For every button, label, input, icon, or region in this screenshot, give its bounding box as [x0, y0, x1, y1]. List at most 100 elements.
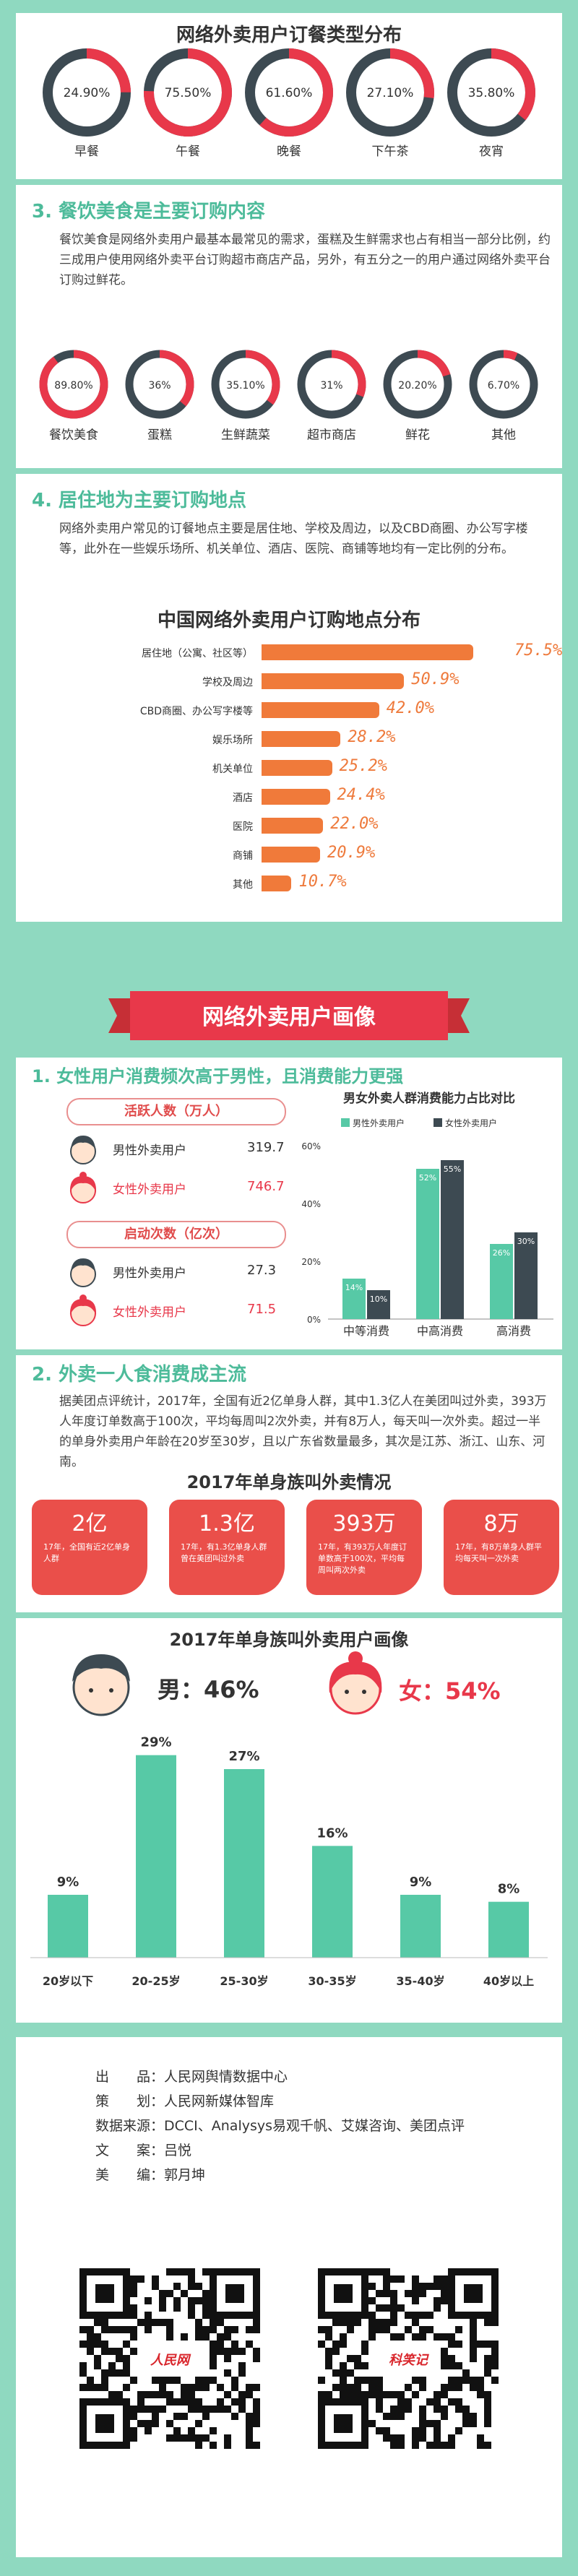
- meal-title: 网络外卖用户订餐类型分布: [176, 25, 402, 46]
- section4-title: 4. 居住地为主要订购地点: [32, 490, 247, 511]
- content-donut-value: 36%: [148, 380, 171, 392]
- content-donut-name: 蛋糕: [147, 428, 172, 443]
- location-bar-value: 10.7%: [298, 873, 347, 891]
- male-avatar-icon: [70, 1258, 96, 1287]
- location-bar-value: 22.0%: [330, 815, 379, 833]
- location-bar-label: 学校及周边: [202, 677, 253, 688]
- content-donut-2: 35.10% 生鲜蔬菜: [211, 350, 280, 443]
- content-donut-value: 31%: [320, 380, 342, 392]
- content-donut-value: 35.10%: [226, 380, 264, 392]
- meal-donut-value: 61.60%: [266, 86, 313, 100]
- gender-y-tick: 40%: [301, 1199, 321, 1209]
- meal-card: 网络外卖用户订餐类型分布 24.90% 早餐 75.50% 午餐 61.60% 晚餐 27.…: [16, 13, 562, 179]
- launch-count-header: 启动次数（亿次）: [66, 1221, 286, 1248]
- content-donut-value: 89.80%: [54, 380, 92, 392]
- content-donut-0: 89.80% 餐饮美食: [39, 350, 108, 443]
- meal-donut-3: 27.10% 下午茶: [346, 48, 434, 159]
- gender-bar-label: 26%: [493, 1248, 510, 1258]
- active-female-value: 746.7: [247, 1179, 285, 1194]
- meal-donut-arc: [346, 48, 434, 137]
- location-bar-label: 酒店: [233, 792, 253, 804]
- location-bar-label: 居住地（公寓、社区等）: [142, 648, 253, 660]
- content-donut-row: 89.80% 餐饮美食 36% 蛋糕 35.10% 生鲜蔬菜 31% 超市商店 20.20% 鲜花…: [39, 350, 538, 443]
- content-donut-arc: [383, 350, 452, 419]
- location-bar: [262, 876, 292, 891]
- location-bar: [262, 702, 379, 718]
- gender-bar-label: 55%: [444, 1164, 461, 1174]
- meal-donut-arc: [245, 48, 333, 137]
- section4-card: 4. 居住地为主要订购地点 网络外卖用户常见的订餐地点主要是居住地、学校及周边，…: [16, 474, 562, 922]
- gender-bar-label: 52%: [419, 1173, 436, 1183]
- meal-donut-name: 午餐: [176, 144, 200, 159]
- meal-donut-value: 27.10%: [367, 86, 414, 100]
- location-bar-value: 50.9%: [411, 670, 460, 688]
- location-bar-value: 75.5%: [514, 641, 563, 660]
- section3-paragraph: 餐饮美食是网络外卖用户最基本最常见的需求，蛋糕及生鲜需求也占有相当一部分比例，约…: [59, 233, 551, 288]
- active-female-label: 女性外卖用户: [113, 1183, 186, 1197]
- meal-donut-4: 35.80% 夜宵: [447, 48, 535, 159]
- gender-bar-female: [367, 1290, 390, 1319]
- gender-bar-label: 14%: [345, 1283, 363, 1292]
- content-donut-name: 其他: [491, 428, 516, 443]
- content-donut-3: 31% 超市商店: [297, 350, 366, 443]
- meal-donut-value: 24.90%: [64, 86, 111, 100]
- gender-y-tick: 0%: [307, 1315, 321, 1325]
- location-bar-value: 28.2%: [348, 728, 396, 746]
- section3-card: 3. 餐饮美食是主要订购内容 餐饮美食是网络外卖用户最基本最常见的需求，蛋糕及生…: [16, 185, 562, 468]
- location-bar: [262, 789, 330, 805]
- content-donut-arc: [125, 350, 194, 419]
- male-avatar-icon: [70, 1136, 96, 1164]
- gender-bar-label: 10%: [370, 1295, 387, 1304]
- launch-male-label: 男性外卖用户: [113, 1266, 186, 1281]
- legend-male-swatch: [341, 1118, 350, 1127]
- active-male-row: 男性外卖用户 319.7: [66, 1133, 319, 1164]
- portrait-card: 1. 女性用户消费频次高于男性，且消费能力更强 活跃人数（万人） 男性外卖用户 …: [16, 1058, 562, 1349]
- content-donut-arc: [297, 350, 366, 419]
- content-donut-arc: [469, 350, 538, 419]
- gender-y-tick: 60%: [301, 1141, 321, 1151]
- location-chart-title: 中国网络外卖用户订购地点分布: [157, 610, 420, 631]
- location-bar: [262, 760, 332, 776]
- location-bar-value: 20.9%: [327, 844, 376, 862]
- location-bar-label: 医院: [233, 821, 253, 833]
- meal-donut-value: 75.50%: [165, 86, 212, 100]
- meal-donut-name: 下午茶: [372, 144, 409, 159]
- gender-y-tick: 20%: [301, 1257, 321, 1267]
- meal-donut-name: 早餐: [74, 144, 99, 159]
- portrait-s1-title: 1. 女性用户消费频次高于男性，且消费能力更强: [32, 1066, 404, 1086]
- portrait-banner-text: 网络外卖用户画像: [202, 1005, 376, 1030]
- meal-donut-arc: [144, 48, 232, 137]
- location-bar-label: 商铺: [233, 850, 253, 862]
- content-donut-name: 超市商店: [307, 428, 356, 443]
- meal-donut-name: 晚餐: [277, 144, 301, 159]
- gender-chart-title: 男女外卖人群消费能力占比对比: [343, 1091, 515, 1106]
- section3-title: 3. 餐饮美食是主要订购内容: [32, 201, 266, 222]
- active-users-header: 活跃人数（万人）: [66, 1098, 286, 1125]
- gender-bar-label: 30%: [517, 1237, 535, 1246]
- launch-male-value: 27.3: [247, 1263, 277, 1278]
- gender-bar-male: [490, 1244, 513, 1319]
- meal-donut-2: 61.60% 晚餐: [245, 48, 333, 159]
- content-donut-name: 生鲜蔬菜: [221, 428, 270, 443]
- content-donut-5: 6.70% 其他: [469, 350, 538, 443]
- launch-female-row: 女性外卖用户 71.5: [66, 1295, 319, 1326]
- location-bar-label: 其他: [233, 879, 253, 891]
- location-bar-label: 娱乐场所: [212, 735, 253, 746]
- section4-paragraph: 网络外卖用户常见的订餐地点主要是居住地、学校及周边，以及CBD商圈、办公写字楼等…: [59, 522, 528, 556]
- content-donut-name: 餐饮美食: [49, 428, 98, 443]
- location-bar: [262, 644, 473, 660]
- active-male-label: 男性外卖用户: [113, 1144, 186, 1158]
- female-avatar-icon: [69, 1172, 97, 1203]
- content-donut-arc: [39, 350, 108, 419]
- legend-female-label: 女性外卖用户: [445, 1118, 497, 1128]
- launch-male-row: 男性外卖用户 27.3: [66, 1255, 319, 1287]
- gender-bar-female: [441, 1160, 464, 1319]
- content-donut-1: 36% 蛋糕: [125, 350, 194, 443]
- meal-donut-arc: [43, 48, 131, 137]
- content-donut-name: 鲜花: [405, 428, 430, 443]
- launch-female-value: 71.5: [247, 1302, 277, 1317]
- gender-category-label: 高消费: [496, 1324, 531, 1338]
- gender-category-label: 中高消费: [417, 1324, 463, 1338]
